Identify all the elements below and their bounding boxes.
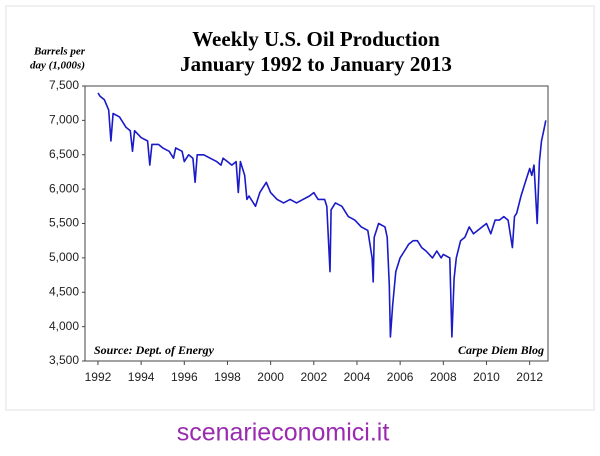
x-tick-label: 2000 [257, 370, 284, 384]
x-tick-label: 2002 [300, 370, 327, 384]
chart-title: Weekly U.S. Oil Production [192, 27, 440, 51]
x-tick-label: 2010 [473, 370, 500, 384]
annotation: Source: Dept. of Energy [94, 343, 215, 357]
y-tick-label: 7,000 [49, 113, 79, 127]
y-tick-label: 5,000 [49, 250, 79, 264]
chart-frame [5, 5, 595, 411]
chart-subtitle: January 1992 to January 2013 [180, 52, 452, 76]
y-tick-label: 6,500 [49, 147, 79, 161]
x-tick-label: 2006 [387, 370, 414, 384]
y-tick-label: 7,500 [49, 78, 79, 92]
y-tick-label: 3,500 [49, 353, 79, 367]
x-tick-label: 1994 [128, 370, 155, 384]
data-line [97, 92, 547, 338]
y-axis-label: Barrels per [33, 46, 86, 58]
y-tick-label: 5,500 [49, 216, 79, 230]
y-tick-label: 6,000 [49, 181, 79, 195]
y-tick-label: 4,500 [49, 284, 79, 298]
watermark: scenarieconomici.it [177, 419, 390, 447]
annotation: Carpe Diem Blog [458, 343, 544, 357]
y-axis-label: day (1,000s) [30, 60, 85, 72]
x-tick-label: 1996 [171, 370, 198, 384]
x-tick-label: 2004 [344, 370, 371, 384]
x-tick-label: 1992 [85, 370, 112, 384]
y-tick-label: 4,000 [49, 319, 79, 333]
x-tick-label: 2012 [516, 370, 543, 384]
x-tick-label: 1998 [214, 370, 241, 384]
x-tick-label: 2008 [430, 370, 457, 384]
